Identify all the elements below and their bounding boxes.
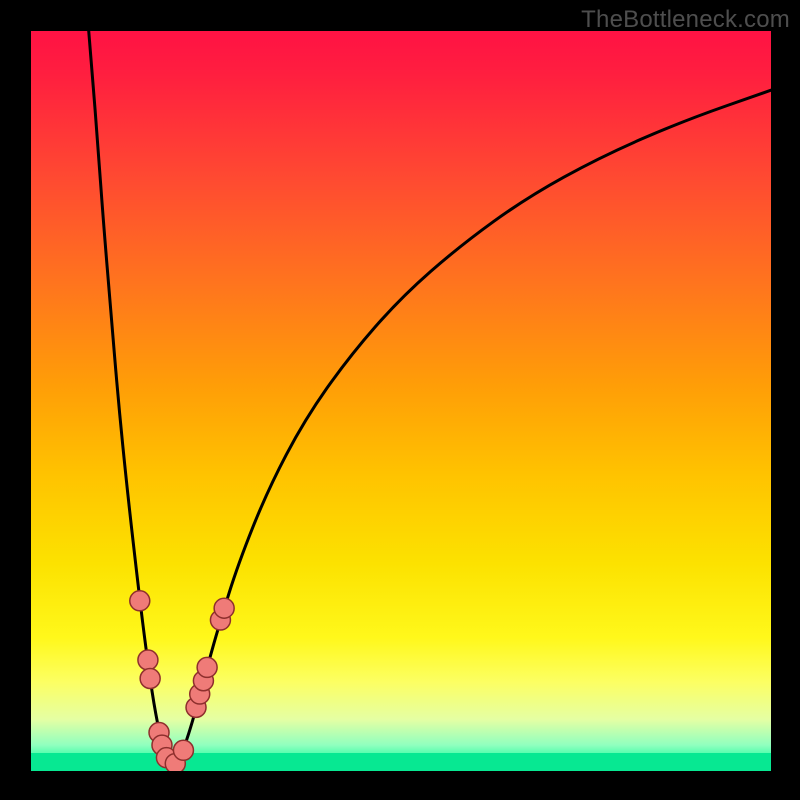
marker-point [214, 598, 234, 618]
plot-svg [31, 31, 771, 771]
marker-point [130, 591, 150, 611]
marker-point [173, 740, 193, 760]
curve-left [89, 31, 173, 766]
marker-point [138, 650, 158, 670]
markers-group [130, 591, 234, 771]
marker-point [140, 669, 160, 689]
plot-frame [31, 31, 771, 771]
marker-point [197, 657, 217, 677]
curve-right [173, 90, 771, 766]
watermark-text: TheBottleneck.com [581, 6, 790, 34]
